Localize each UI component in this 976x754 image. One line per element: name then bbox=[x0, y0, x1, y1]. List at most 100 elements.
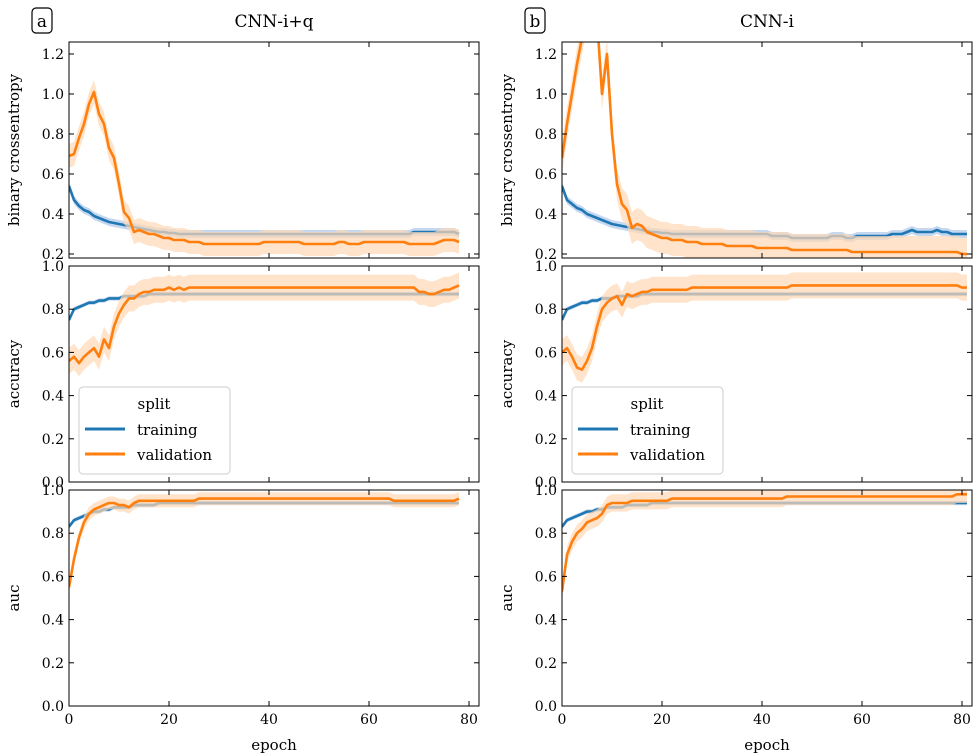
series-line-validation bbox=[69, 284, 460, 365]
y-axis-label: binary crossentropy bbox=[498, 73, 516, 226]
ytick-label: 0.8 bbox=[535, 526, 557, 542]
ytick-label: 1.0 bbox=[42, 259, 64, 275]
subplot-binary-crossentropy: 0.2 0.4 0.6 0.8 1.0 1.2 binary crossentropy bbox=[498, 41, 973, 263]
subplot-accuracy: 0.0 0.2 0.4 0.6 0.8 1.0 accuracy split training v… bbox=[498, 259, 973, 491]
ytick-label: 0.6 bbox=[535, 569, 557, 585]
series-line-validation bbox=[562, 492, 967, 592]
subplot-auc: 0.0 0.2 0.4 0.6 0.8 1.0 0 20 40 60 80 epoch auc bbox=[498, 483, 973, 754]
ytick-label: 0.0 bbox=[535, 699, 557, 715]
panel-label-box bbox=[524, 7, 546, 34]
ytick-label: 0.8 bbox=[42, 526, 64, 542]
band-validation bbox=[69, 80, 459, 256]
legend-box bbox=[571, 386, 724, 475]
ytick-label: 0.2 bbox=[535, 432, 557, 448]
xtick-label: 40 bbox=[753, 712, 771, 728]
y-axis-label: accuracy bbox=[498, 339, 516, 408]
panel-label-box bbox=[31, 7, 53, 34]
ytick-label: 0.0 bbox=[42, 699, 64, 715]
x-axis-label: epoch bbox=[251, 736, 297, 754]
legend-label-training: training bbox=[630, 421, 691, 439]
panel-label-b: b bbox=[524, 7, 546, 34]
ytick-label: 1.2 bbox=[42, 47, 64, 63]
subplot-accuracy: 0.0 0.2 0.4 0.6 0.8 1.0 accuracy split training v… bbox=[5, 259, 480, 491]
ytick-label: 0.2 bbox=[535, 247, 557, 263]
ytick-label: 0.2 bbox=[42, 432, 64, 448]
y-axis-label: binary crossentropy bbox=[5, 73, 23, 226]
legend-title: split bbox=[631, 395, 664, 413]
plot-area bbox=[69, 492, 460, 594]
xtick-label: 0 bbox=[558, 712, 567, 728]
ytick-label: 0.6 bbox=[535, 345, 557, 361]
subplot-auc: 0.0 0.2 0.4 0.6 0.8 1.0 0 20 40 60 80 epoch auc bbox=[5, 483, 480, 754]
series-line-validation bbox=[562, 42, 967, 256]
band-validation bbox=[562, 42, 967, 258]
panel-b: b CNN-i 0.2 0.4 0.6 0.8 1.0 1.2 binary crossentr… bbox=[498, 7, 973, 754]
xtick-label: 60 bbox=[853, 712, 871, 728]
ytick-label: 0.2 bbox=[535, 656, 557, 672]
ytick-label: 1.0 bbox=[535, 259, 557, 275]
band-validation bbox=[562, 272, 967, 383]
legend: split training validation bbox=[571, 386, 724, 475]
xtick-label: 80 bbox=[460, 712, 478, 728]
axes-frame bbox=[561, 489, 973, 707]
ytick-label: 0.8 bbox=[535, 127, 557, 143]
legend-title: split bbox=[138, 395, 171, 413]
xtick-label: 60 bbox=[360, 712, 378, 728]
panel-label-a: a bbox=[31, 7, 53, 34]
y-axis-label: accuracy bbox=[5, 339, 23, 408]
series-line-validation bbox=[562, 284, 967, 372]
panel-a: a CNN-i+q 0.2 0.4 0.6 0.8 1.0 1.2 binary crossen… bbox=[5, 7, 480, 754]
plot-area bbox=[562, 42, 967, 258]
ytick-label: 1.0 bbox=[42, 483, 64, 499]
band-validation bbox=[562, 490, 967, 601]
legend-label-validation: validation bbox=[136, 446, 212, 464]
legend: split training validation bbox=[78, 386, 231, 475]
ytick-label: 0.6 bbox=[42, 167, 64, 183]
ytick-label: 0.2 bbox=[42, 247, 64, 263]
xtick-label: 20 bbox=[160, 712, 178, 728]
ytick-label: 0.6 bbox=[42, 569, 64, 585]
panel-title: CNN-i+q bbox=[234, 12, 313, 32]
xtick-label: 40 bbox=[260, 712, 278, 728]
panel-title: CNN-i bbox=[740, 12, 795, 32]
legend-label-validation: validation bbox=[629, 446, 705, 464]
ytick-label: 0.0 bbox=[535, 475, 557, 491]
series-line-validation bbox=[69, 90, 460, 246]
ytick-label: 0.6 bbox=[535, 167, 557, 183]
plot-area bbox=[69, 272, 460, 377]
axes-frame bbox=[68, 489, 480, 707]
panel-label-text: a bbox=[37, 12, 47, 32]
plot-area bbox=[562, 272, 967, 383]
subplot-binary-crossentropy: 0.2 0.4 0.6 0.8 1.0 1.2 binary crossentropy bbox=[5, 41, 480, 263]
band-validation bbox=[69, 272, 459, 377]
y-axis-label: auc bbox=[498, 584, 516, 611]
series-line-validation bbox=[69, 497, 460, 588]
ytick-label: 0.4 bbox=[42, 207, 64, 223]
ytick-label: 0.4 bbox=[535, 613, 557, 629]
axes-frame bbox=[561, 265, 973, 483]
ytick-label: 0.4 bbox=[42, 389, 64, 405]
ytick-label: 0.8 bbox=[42, 127, 64, 143]
ytick-label: 1.2 bbox=[535, 47, 557, 63]
legend-label-training: training bbox=[137, 421, 198, 439]
legend-box bbox=[78, 386, 231, 475]
x-axis-label: epoch bbox=[744, 736, 790, 754]
plot-area bbox=[562, 490, 967, 601]
ytick-label: 0.4 bbox=[535, 389, 557, 405]
ytick-label: 1.0 bbox=[535, 87, 557, 103]
ytick-label: 0.8 bbox=[42, 302, 64, 318]
ytick-label: 0.0 bbox=[42, 475, 64, 491]
axes-frame bbox=[68, 41, 480, 259]
xtick-label: 80 bbox=[953, 712, 971, 728]
y-axis-label: auc bbox=[5, 584, 23, 611]
ytick-label: 0.4 bbox=[42, 613, 64, 629]
ytick-label: 0.8 bbox=[535, 302, 557, 318]
plot-area bbox=[69, 80, 460, 256]
ytick-label: 0.4 bbox=[535, 207, 557, 223]
ytick-label: 1.0 bbox=[535, 483, 557, 499]
xtick-label: 20 bbox=[653, 712, 671, 728]
axes-frame bbox=[561, 41, 973, 259]
ytick-label: 1.0 bbox=[42, 87, 64, 103]
panel-label-text: b bbox=[530, 12, 541, 32]
